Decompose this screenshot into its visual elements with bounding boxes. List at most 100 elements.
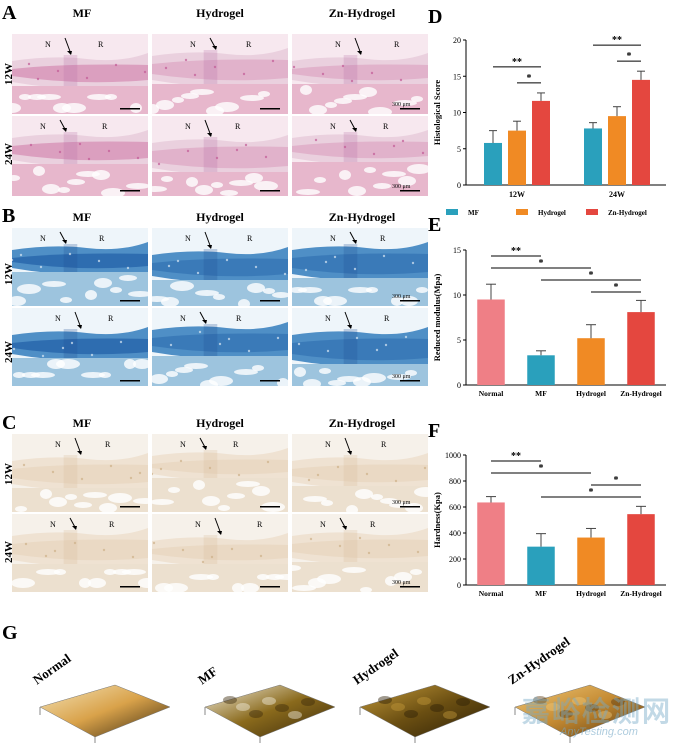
marker-native: N bbox=[50, 520, 56, 529]
error-bar bbox=[613, 106, 621, 117]
significance-bracket: * bbox=[541, 270, 641, 281]
watermark-en: AnyTesting.com bbox=[560, 726, 638, 738]
col-title-mf-c: MF bbox=[72, 416, 92, 430]
marker-native: N bbox=[185, 234, 191, 243]
col-title-mf-a: MF bbox=[72, 6, 92, 20]
error-bar bbox=[513, 120, 521, 131]
scale-label: 300 μm bbox=[392, 294, 411, 300]
significance-bracket: ** bbox=[493, 57, 541, 68]
error-bar bbox=[489, 130, 497, 143]
marker-repair: R bbox=[102, 122, 108, 131]
error-bar bbox=[586, 527, 596, 538]
bar-zn-hydrogel bbox=[627, 514, 655, 585]
bar-hydrogel-24w bbox=[608, 116, 626, 185]
svg-text:**: ** bbox=[512, 57, 522, 68]
error-bar bbox=[637, 70, 645, 80]
svg-text:*: * bbox=[539, 463, 544, 474]
panel-label-f: F bbox=[428, 420, 441, 442]
x-tick-label: Normal bbox=[479, 389, 504, 398]
marker-repair: R bbox=[383, 122, 389, 131]
marker-repair: R bbox=[380, 234, 386, 243]
defect-arrow-icon bbox=[354, 37, 362, 55]
y-tick-label: 1000 bbox=[445, 451, 461, 460]
afm-surface-zn-hydrogel: Zn-Hydrogel bbox=[505, 634, 655, 745]
bar-normal bbox=[477, 502, 505, 585]
scale-label: 300 μm bbox=[392, 102, 411, 108]
panel-label-g: G bbox=[2, 622, 18, 644]
bar-zn-hydrogel-12w bbox=[532, 100, 550, 185]
marker-native: N bbox=[325, 314, 331, 323]
svg-text:*: * bbox=[589, 487, 594, 498]
x-tick-label: Hydrogel bbox=[576, 589, 606, 598]
scale-label: 300 μm bbox=[392, 500, 411, 506]
col-title-zn-c: Zn-Hydrogel bbox=[328, 416, 396, 430]
y-tick-label: 5 bbox=[457, 145, 461, 154]
significance-bracket: * bbox=[591, 475, 641, 486]
defect-arrow-icon bbox=[349, 231, 357, 244]
scale-label: 300 μm bbox=[392, 580, 411, 586]
marker-repair: R bbox=[246, 40, 252, 49]
significance-bracket: * bbox=[517, 73, 541, 84]
svg-text:*: * bbox=[614, 475, 619, 486]
y-axis-label: Hardness(Kpa) bbox=[432, 492, 442, 548]
marker-repair: R bbox=[247, 234, 253, 243]
y-tick-label: 10 bbox=[453, 109, 461, 118]
marker-native: N bbox=[320, 520, 326, 529]
col-title-hydrogel-a: Hydrogel bbox=[196, 6, 244, 20]
y-tick-label: 15 bbox=[453, 246, 461, 255]
x-tick-label: Zn-Hydrogel bbox=[620, 389, 662, 398]
afm-surface-hydrogel: Hydrogel bbox=[350, 645, 500, 745]
defect-arrow-icon bbox=[59, 119, 67, 132]
panel-label-b: B bbox=[2, 205, 16, 227]
y-tick-label: 400 bbox=[449, 529, 461, 538]
marker-repair: R bbox=[99, 234, 105, 243]
marker-native: N bbox=[335, 40, 341, 49]
bar-zn-hydrogel-24w bbox=[632, 79, 650, 185]
defect-arrow-icon bbox=[74, 311, 82, 329]
col-title-zn-a: Zn-Hydrogel bbox=[328, 6, 396, 20]
error-bar bbox=[636, 299, 646, 313]
x-tick-label: MF bbox=[535, 589, 547, 598]
svg-text:**: ** bbox=[511, 246, 521, 257]
bar-mf-12w bbox=[484, 142, 502, 185]
chart-hardness: 0 200 400 600 800 1000 Hardness(Kpa) Normal MF Hy… bbox=[432, 451, 666, 598]
col-title-hydrogel-b: Hydrogel bbox=[196, 210, 244, 224]
defect-arrow-icon bbox=[214, 517, 222, 535]
error-bar bbox=[586, 324, 596, 339]
significance-bracket: ** bbox=[491, 451, 541, 462]
x-tick-label: 24W bbox=[609, 190, 625, 199]
defect-arrow-icon bbox=[199, 311, 207, 324]
y-axis-label: Reduced modulus(Mpa) bbox=[432, 274, 442, 362]
chart-reduced-modulus: 0 5 10 15 Reduced modulus(Mpa) Normal MF Hydrog… bbox=[432, 246, 666, 398]
x-tick-label: Normal bbox=[479, 589, 504, 598]
y-tick-label: 200 bbox=[449, 555, 461, 564]
marker-native: N bbox=[40, 234, 46, 243]
row-label-12w-b: 12W bbox=[3, 263, 15, 285]
marker-repair: R bbox=[370, 520, 376, 529]
marker-repair: R bbox=[381, 440, 387, 449]
svg-text:**: ** bbox=[511, 451, 521, 462]
y-tick-label: 20 bbox=[453, 36, 461, 45]
marker-repair: R bbox=[394, 40, 400, 49]
y-tick-label: 15 bbox=[453, 72, 461, 81]
defect-arrow-icon bbox=[204, 119, 212, 137]
col-title-hydrogel-c: Hydrogel bbox=[196, 416, 244, 430]
marker-native: N bbox=[325, 440, 331, 449]
svg-text:*: * bbox=[589, 270, 594, 281]
afm-surface-mf: MF bbox=[195, 645, 345, 745]
marker-native: N bbox=[185, 122, 191, 131]
y-tick-label: 800 bbox=[449, 477, 461, 486]
y-tick-label: 0 bbox=[457, 381, 461, 390]
marker-repair: R bbox=[105, 440, 111, 449]
svg-text:*: * bbox=[614, 282, 619, 293]
bar-mf bbox=[527, 355, 555, 385]
